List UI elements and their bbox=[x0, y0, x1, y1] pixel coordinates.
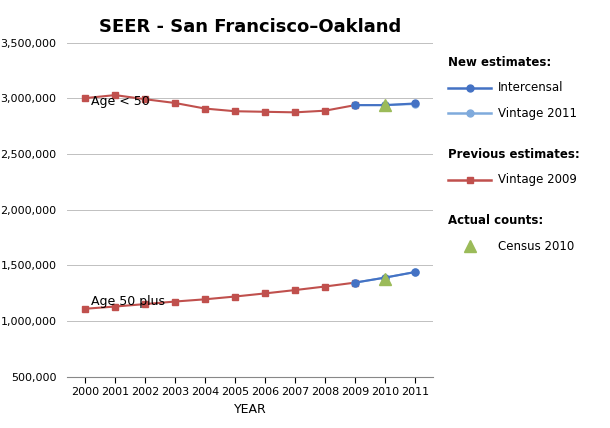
Text: Vintage 2009: Vintage 2009 bbox=[498, 173, 577, 186]
Title: SEER - San Francisco–Oakland: SEER - San Francisco–Oakland bbox=[99, 18, 401, 36]
Text: Vintage 2011: Vintage 2011 bbox=[498, 107, 578, 120]
Text: Age < 50: Age < 50 bbox=[91, 95, 150, 108]
Text: Age 50 plus: Age 50 plus bbox=[91, 295, 165, 308]
Text: Census 2010: Census 2010 bbox=[498, 240, 575, 253]
X-axis label: YEAR: YEAR bbox=[234, 403, 267, 416]
Text: Previous estimates:: Previous estimates: bbox=[448, 148, 580, 160]
Text: Actual counts:: Actual counts: bbox=[448, 214, 544, 227]
Text: Intercensal: Intercensal bbox=[498, 81, 564, 94]
Text: New estimates:: New estimates: bbox=[448, 56, 551, 68]
